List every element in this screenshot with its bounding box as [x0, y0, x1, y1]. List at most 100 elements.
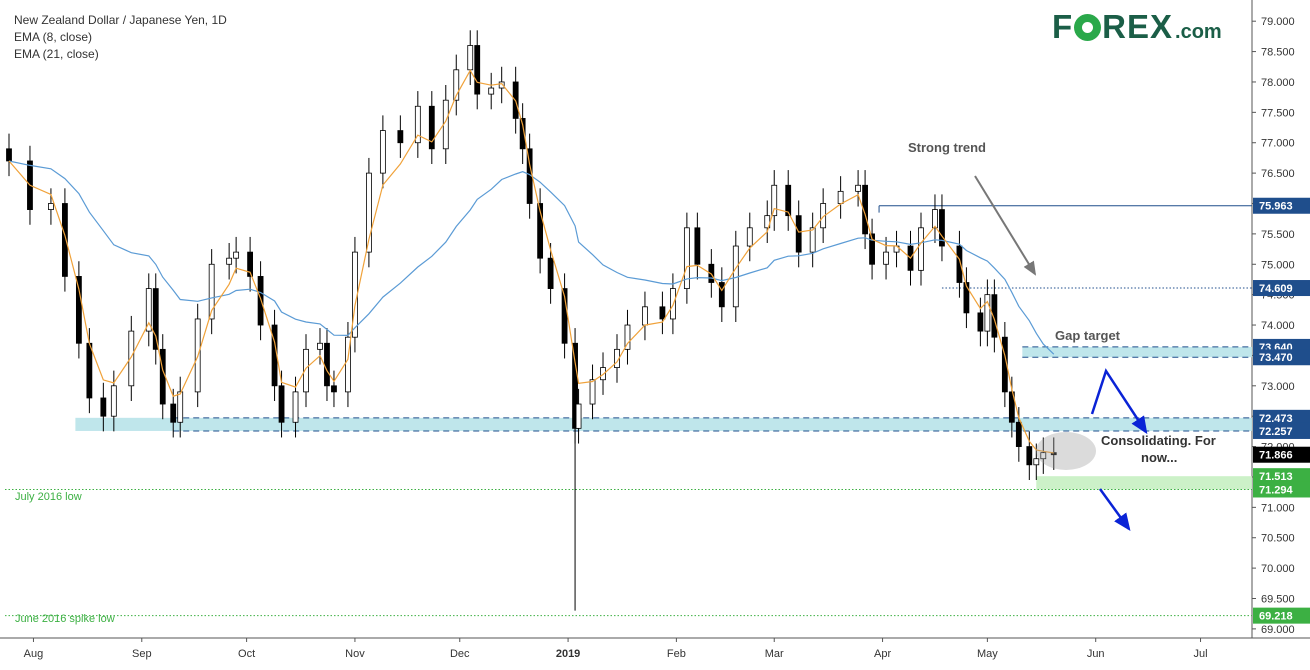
chart-legend: New Zealand Dollar / Japanese Yen, 1D EM… — [14, 12, 227, 63]
gap-target-text: Gap target — [1055, 328, 1121, 343]
candle-body — [48, 203, 54, 210]
candle-body — [883, 251, 889, 265]
candle-body — [331, 385, 337, 393]
candle-body — [918, 227, 924, 271]
consolidating-text-2: now... — [1141, 450, 1177, 465]
price-label: 73.470 — [1259, 352, 1293, 364]
candle-body — [247, 251, 254, 277]
candle-body — [498, 81, 505, 89]
price-label-bg — [1253, 481, 1310, 498]
y-tick-label: 78.500 — [1261, 47, 1295, 59]
candle-body — [379, 130, 386, 174]
candle-body — [1040, 452, 1047, 460]
price-label: 72.473 — [1259, 413, 1293, 425]
breakdown-arrow — [1098, 488, 1131, 532]
candle-body — [547, 257, 554, 289]
ema-fast-line — [8, 69, 1054, 454]
logo-text-rex: REX — [1102, 8, 1174, 45]
candle-body — [324, 342, 330, 387]
x-tick-label: Aug — [24, 648, 44, 660]
candle-body — [86, 342, 93, 399]
candle-body — [233, 251, 240, 259]
candle-body — [785, 184, 792, 217]
candle-body — [128, 330, 135, 387]
candle-body — [278, 385, 285, 423]
y-tick-label: 75.000 — [1261, 259, 1295, 271]
price-label-bg — [1253, 349, 1310, 366]
price-label: 71.294 — [1259, 484, 1294, 496]
candle-body — [624, 324, 631, 350]
last-price-bg — [1253, 446, 1310, 463]
forex-logo: F REX .com — [1052, 8, 1222, 46]
x-tick-label: Nov — [345, 648, 365, 660]
candle-body — [809, 227, 816, 253]
x-tick-label: 2019 — [556, 648, 580, 660]
candle-body — [694, 227, 701, 265]
candle-body — [795, 215, 802, 253]
candle-body — [317, 342, 323, 350]
candle-body — [159, 348, 166, 405]
y-tick-label: 69.500 — [1261, 594, 1295, 606]
y-tick-label: 71.000 — [1261, 502, 1295, 514]
gap-zone — [1022, 346, 1252, 358]
price-label: 71.513 — [1259, 471, 1293, 483]
consolidation-ellipse — [1036, 432, 1096, 470]
x-tick-label: Dec — [450, 648, 470, 660]
candle-body — [428, 105, 435, 150]
candle-body — [1033, 458, 1040, 466]
candle-body — [397, 130, 404, 144]
candle-body — [488, 87, 495, 95]
price-label: 69.218 — [1259, 611, 1293, 623]
candle-body — [208, 263, 215, 320]
logo-o-icon — [1074, 14, 1102, 41]
july-low-text: July 2016 low — [15, 491, 82, 503]
candle-body — [589, 379, 596, 405]
consolidating-text-1: Consolidating. For — [1101, 433, 1216, 448]
y-tick-label: 70.500 — [1261, 533, 1295, 545]
trend-arrow — [974, 175, 1037, 276]
candle-body — [600, 367, 606, 381]
candle-body — [145, 288, 152, 332]
ema-slow-label: EMA (21, close) — [14, 47, 99, 61]
candle-body — [453, 69, 460, 101]
y-tick-label: 69.000 — [1261, 624, 1295, 636]
price-label-bg — [1253, 197, 1310, 214]
symbol-title: New Zealand Dollar / Japanese Yen, 1D — [14, 13, 227, 27]
candle-body — [345, 336, 351, 393]
candle-body — [991, 294, 998, 338]
candle-body — [855, 184, 861, 192]
price-label: 75.963 — [1259, 201, 1293, 213]
logo-text-f: F — [1052, 8, 1074, 45]
candle-body — [257, 276, 264, 326]
x-tick-label: Oct — [238, 648, 255, 660]
candle-body — [820, 203, 827, 229]
june-low-text: June 2016 spike low — [15, 613, 115, 625]
candle-body — [837, 190, 844, 204]
green-support-zone — [1036, 476, 1252, 490]
price-label-bg — [1253, 468, 1310, 485]
candle-body — [718, 282, 725, 308]
candle-body — [932, 209, 938, 229]
candle-body — [659, 306, 666, 320]
candle-body — [956, 245, 963, 283]
candle-body — [963, 282, 970, 314]
logo-text-com: .com — [1175, 21, 1222, 43]
candle-body — [746, 227, 753, 247]
price-label-bg — [1253, 422, 1310, 439]
y-tick-label: 77.000 — [1261, 138, 1295, 150]
price-label-bg — [1253, 607, 1310, 624]
y-tick-label: 78.000 — [1261, 77, 1295, 89]
price-label: 74.609 — [1259, 283, 1293, 295]
y-tick-label: 76.500 — [1261, 168, 1295, 180]
candle-body — [62, 203, 68, 277]
candle-body — [226, 257, 233, 265]
ema-slow-line — [8, 160, 1055, 355]
x-tick-label: Apr — [874, 648, 891, 660]
candle-body — [152, 288, 159, 350]
candle-body — [366, 172, 372, 253]
candle-body — [519, 118, 526, 150]
candle-body — [869, 233, 875, 265]
x-tick-label: Jun — [1087, 648, 1105, 660]
y-tick-label: 79.000 — [1261, 16, 1295, 28]
